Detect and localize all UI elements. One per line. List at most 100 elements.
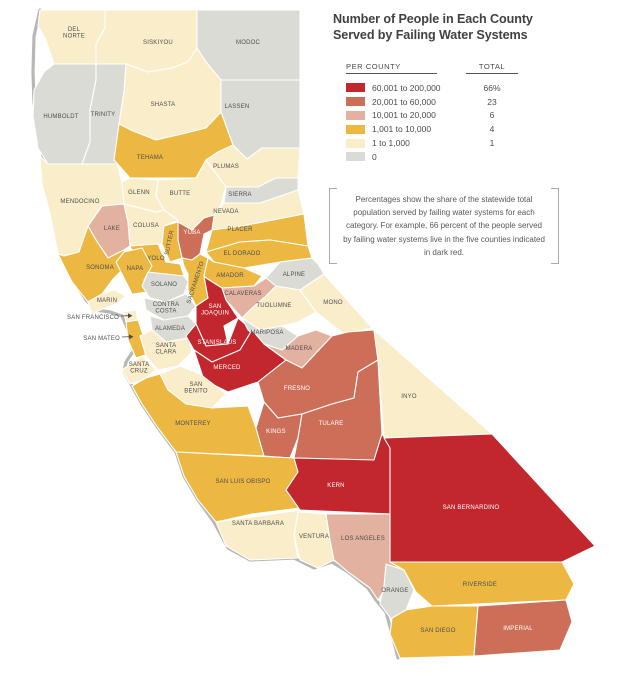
county-label-orange: ORANGE <box>381 588 408 594</box>
county-contra-costa <box>143 293 197 321</box>
county-label-alpine: ALPINE <box>283 272 306 278</box>
legend-row: 20,001 to 60,000 23 <box>346 95 561 109</box>
legend-total-header: TOTAL <box>466 62 518 74</box>
county-label-colusa: COLUSA <box>133 223 159 229</box>
legend-swatch <box>346 97 365 107</box>
county-label-merced: MERCED <box>213 365 241 371</box>
legend-swatch <box>346 152 365 162</box>
legend-row: 1,001 to 10,000 4 <box>346 122 561 136</box>
legend-row-label: 60,001 to 200,000 <box>372 82 441 93</box>
county-label-inyo: INYO <box>401 394 417 400</box>
title-line-2: Served by Failing Water Systems <box>333 27 528 42</box>
county-label-glenn: GLENN <box>128 190 150 196</box>
county-label-monterey: MONTEREY <box>175 421 211 427</box>
county-label-butte: BUTTE <box>170 191 191 197</box>
note-box: Percentages show the share of the statew… <box>329 186 559 266</box>
county-label-alameda: ALAMEDA <box>155 326 185 332</box>
county-mono <box>299 273 373 335</box>
legend-row-total: 23 <box>487 96 497 107</box>
county-label-san-joaquin: SAN JOAQUIN <box>201 304 229 317</box>
county-inyo <box>373 329 493 439</box>
county-label-mono: MONO <box>323 300 343 306</box>
county-label-napa: NAPA <box>127 266 144 272</box>
county-kings <box>255 401 303 459</box>
county-label-sierra: SIERRA <box>228 192 252 198</box>
county-label-kings: KINGS <box>266 429 286 435</box>
legend-per-county-header: PER COUNTY <box>346 62 437 74</box>
county-label-lassen: LASSEN <box>225 104 250 110</box>
legend-row-label: 1 to 1,000 <box>372 138 410 149</box>
county-label-calaveras: CALAVERAS <box>224 291 261 297</box>
county-label-ventura: VENTURA <box>299 534 329 540</box>
county-marin <box>87 289 127 315</box>
legend-row-label: 20,001 to 60,000 <box>372 96 436 107</box>
county-label-sutter: SUTTER <box>164 229 175 255</box>
county-label-sonoma: SONOMA <box>86 265 114 271</box>
county-label-nevada: NEVADA <box>213 209 238 215</box>
county-label-tulare: TULARE <box>319 421 344 427</box>
legend-swatch <box>346 138 365 148</box>
note-bracket-left <box>329 188 337 265</box>
legend-row-total: 66% <box>483 82 501 93</box>
county-label-marin: MARIN <box>97 298 117 304</box>
county-label-san-mateo: SAN MATEO <box>83 336 120 342</box>
county-monterey <box>131 373 265 457</box>
county-label-los-angeles: LOS ANGELES <box>341 536 385 542</box>
callout-arrow-san-francisco <box>128 313 133 319</box>
county-imperial <box>473 599 573 657</box>
county-label-el-dorado: EL DORADO <box>224 251 261 257</box>
callout-arrow-san-mateo <box>129 334 134 340</box>
legend-row: 60,001 to 200,000 66% <box>346 81 561 95</box>
county-label-humboldt: HUMBOLDT <box>43 114 78 120</box>
county-label-del-norte: DEL NORTE <box>63 27 85 40</box>
county-label-fresno: FRESNO <box>284 386 310 392</box>
county-san-luis-obispo <box>175 451 301 523</box>
legend-rows: 60,001 to 200,000 66% 20,001 to 60,000 23 10… <box>346 81 561 164</box>
county-label-shasta: SHASTA <box>151 102 176 108</box>
county-label-contra-costa: CONTRA COSTA <box>153 302 180 315</box>
county-label-plumas: PLUMAS <box>213 164 239 170</box>
county-label-kern: KERN <box>327 483 344 489</box>
county-label-stanislaus: STANISLAUS <box>198 340 237 346</box>
county-santa-barbara <box>215 509 301 561</box>
county-label-yolo: YOLO <box>147 256 165 262</box>
county-label-mariposa: MARIPOSA <box>250 330 283 336</box>
legend-row-total: 6 <box>489 110 495 121</box>
county-label-riverside: RIVERSIDE <box>463 582 497 588</box>
county-label-santa-barbara: SANTA BARBARA <box>232 521 284 527</box>
legend-swatch <box>346 110 365 120</box>
county-label-santa-cruz: SANTA CRUZ <box>129 362 150 375</box>
title-line-1: Number of People in Each County <box>333 12 533 26</box>
county-label-trinity: TRINITY <box>91 112 116 118</box>
county-label-modoc: MODOC <box>236 40 260 46</box>
county-label-placer: PLACER <box>227 227 253 233</box>
county-tulare <box>293 359 383 461</box>
county-label-tuolumne: TUOLUMNE <box>256 303 291 309</box>
county-label-solano: SOLANO <box>151 282 177 288</box>
page-title: Number of People in Each County Served b… <box>333 12 633 43</box>
legend-swatch <box>346 83 365 93</box>
county-label-siskiyou: SISKIYOU <box>143 40 173 46</box>
county-label-lake: LAKE <box>104 226 120 232</box>
county-santa-cruz <box>121 355 157 385</box>
legend-swatch <box>346 124 365 134</box>
county-los-angeles <box>325 513 401 601</box>
county-label-mendocino: MENDOCINO <box>60 199 99 205</box>
county-label-imperial: IMPERIAL <box>503 626 533 632</box>
county-label-santa-clara: SANTA CLARA <box>155 343 176 356</box>
legend-row-label: 10,001 to 20,000 <box>372 110 436 121</box>
legend-row-total: 1 <box>489 138 495 149</box>
legend-row-label: 1,001 to 10,000 <box>372 124 432 135</box>
legend-row-label: 0 <box>372 151 377 162</box>
county-label-amador: AMADOR <box>216 273 244 279</box>
county-label-tehama: TEHAMA <box>137 155 163 161</box>
note-bracket-right <box>551 188 559 265</box>
county-label-san-luis-obispo: SAN LUIS OBISPO <box>215 479 270 485</box>
county-label-san-bernardino: SAN BERNARDINO <box>443 505 500 511</box>
county-label-san-diego: SAN DIEGO <box>420 628 455 634</box>
county-santa-clara <box>139 329 193 371</box>
legend-header: PER COUNTY TOTAL <box>346 62 561 75</box>
legend-row: 0 <box>346 150 561 164</box>
